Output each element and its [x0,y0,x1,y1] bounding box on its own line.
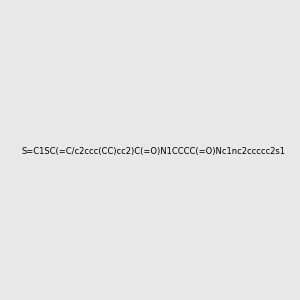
Text: S=C1SC(=C/c2ccc(CC)cc2)C(=O)N1CCCC(=O)Nc1nc2ccccc2s1: S=C1SC(=C/c2ccc(CC)cc2)C(=O)N1CCCC(=O)Nc… [22,147,286,156]
